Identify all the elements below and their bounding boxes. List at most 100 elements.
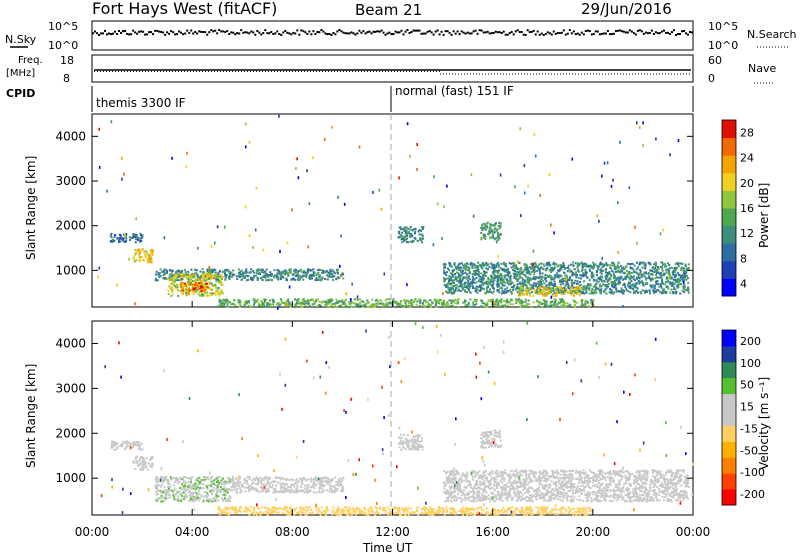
heatmap-cell <box>302 490 305 493</box>
nsky-point <box>298 33 301 36</box>
heatmap-cell <box>502 281 505 283</box>
heatmap-cell <box>519 273 522 276</box>
heatmap-cell <box>306 271 309 274</box>
nsky-point <box>196 32 199 35</box>
heatmap-cell <box>283 485 286 488</box>
heatmap-cell <box>305 488 308 491</box>
heatmap-cell <box>556 272 558 275</box>
heatmap-cell <box>584 270 587 273</box>
heatmap-cell <box>638 280 641 283</box>
heatmap-cell <box>409 226 412 228</box>
heatmap-cell <box>644 264 647 266</box>
heatmap-cell <box>574 273 577 276</box>
heatmap-cell <box>129 239 132 241</box>
heatmap-cell <box>637 275 640 278</box>
heatmap-cell <box>640 292 643 295</box>
heatmap-cell <box>480 278 483 281</box>
heatmap-cell <box>285 487 288 490</box>
heatmap-cell <box>546 264 549 267</box>
heatmap-cell <box>411 235 413 238</box>
heatmap-cell <box>462 272 464 275</box>
heatmap-cell <box>211 277 214 280</box>
heatmap-cell <box>582 290 585 293</box>
heatmap-cell <box>457 302 459 305</box>
heatmap-cell <box>552 303 555 306</box>
heatmap-cell <box>577 282 580 285</box>
heatmap-cell <box>519 302 522 305</box>
heatmap-cell <box>294 278 297 281</box>
heatmap-cell <box>221 304 224 307</box>
heatmap-cell <box>182 481 185 484</box>
heatmap-cell <box>412 240 415 243</box>
heatmap-cell <box>448 280 451 283</box>
heatmap-cell <box>398 232 401 235</box>
heatmap-cell <box>534 154 537 158</box>
heatmap-cell <box>682 272 685 275</box>
heatmap-cell <box>465 267 468 270</box>
heatmap-cell <box>427 303 430 306</box>
heatmap-cell <box>217 276 220 279</box>
heatmap-cell <box>172 284 175 286</box>
heatmap-cell <box>498 275 500 278</box>
heatmap-cell <box>248 234 251 238</box>
heatmap-cell <box>460 282 462 284</box>
heatmap-cell <box>590 266 593 269</box>
heatmap-cell <box>488 299 491 302</box>
heatmap-cell <box>607 285 610 288</box>
heatmap-cell <box>218 481 221 484</box>
heatmap-cell <box>202 272 205 275</box>
heatmap-cell <box>612 271 615 274</box>
heatmap-cell <box>146 258 149 261</box>
heatmap-cell <box>418 229 421 231</box>
heatmap-cell <box>454 290 457 293</box>
heatmap-cell <box>515 301 518 304</box>
heatmap-cell <box>632 275 635 278</box>
nsky-point <box>687 33 689 36</box>
heatmap-cell <box>575 286 578 288</box>
heatmap-cell <box>595 289 597 293</box>
heatmap-cell <box>208 265 211 269</box>
heatmap-cell <box>683 278 686 281</box>
nsky-point <box>414 29 417 32</box>
heatmap-cell <box>135 217 137 221</box>
heatmap-cell <box>189 273 192 276</box>
heatmap-cell <box>563 286 566 289</box>
heatmap-cell <box>154 485 157 488</box>
heatmap-cell <box>261 477 264 480</box>
heatmap-cell <box>531 267 534 270</box>
heatmap-cell <box>175 498 177 501</box>
heatmap-cell <box>497 276 500 279</box>
heatmap-cell <box>572 299 575 302</box>
heatmap-cell <box>532 263 535 267</box>
heatmap-cell <box>552 268 555 270</box>
heatmap-cell <box>199 285 202 288</box>
heatmap-cell <box>290 278 293 281</box>
heatmap-cell <box>549 269 552 272</box>
heatmap-cell <box>408 304 411 307</box>
heatmap-cell <box>466 268 468 272</box>
heatmap-cell <box>222 482 225 484</box>
heatmap-cell <box>177 276 180 278</box>
heatmap-cell <box>669 291 672 294</box>
heatmap-cell <box>649 279 652 282</box>
heatmap-cell <box>525 287 528 290</box>
heatmap-cell <box>329 480 332 483</box>
heatmap-cell <box>499 222 502 225</box>
heatmap-cell <box>643 272 646 275</box>
heatmap-cell <box>475 281 478 284</box>
heatmap-cell <box>407 305 410 308</box>
heatmap-cell <box>441 302 444 305</box>
heatmap-cell <box>157 497 160 500</box>
heatmap-cell <box>222 292 224 295</box>
heatmap-cell <box>462 269 465 272</box>
nsky-point <box>180 31 183 34</box>
heatmap-cell <box>419 237 422 240</box>
heatmap-cell <box>138 443 141 446</box>
nsky-point <box>264 29 267 32</box>
nsky-point <box>648 31 651 34</box>
heatmap-cell <box>203 478 206 481</box>
nsky-point <box>430 31 433 34</box>
heatmap-cell <box>569 291 572 294</box>
heatmap-cell <box>318 487 321 490</box>
heatmap-cell <box>193 268 196 271</box>
